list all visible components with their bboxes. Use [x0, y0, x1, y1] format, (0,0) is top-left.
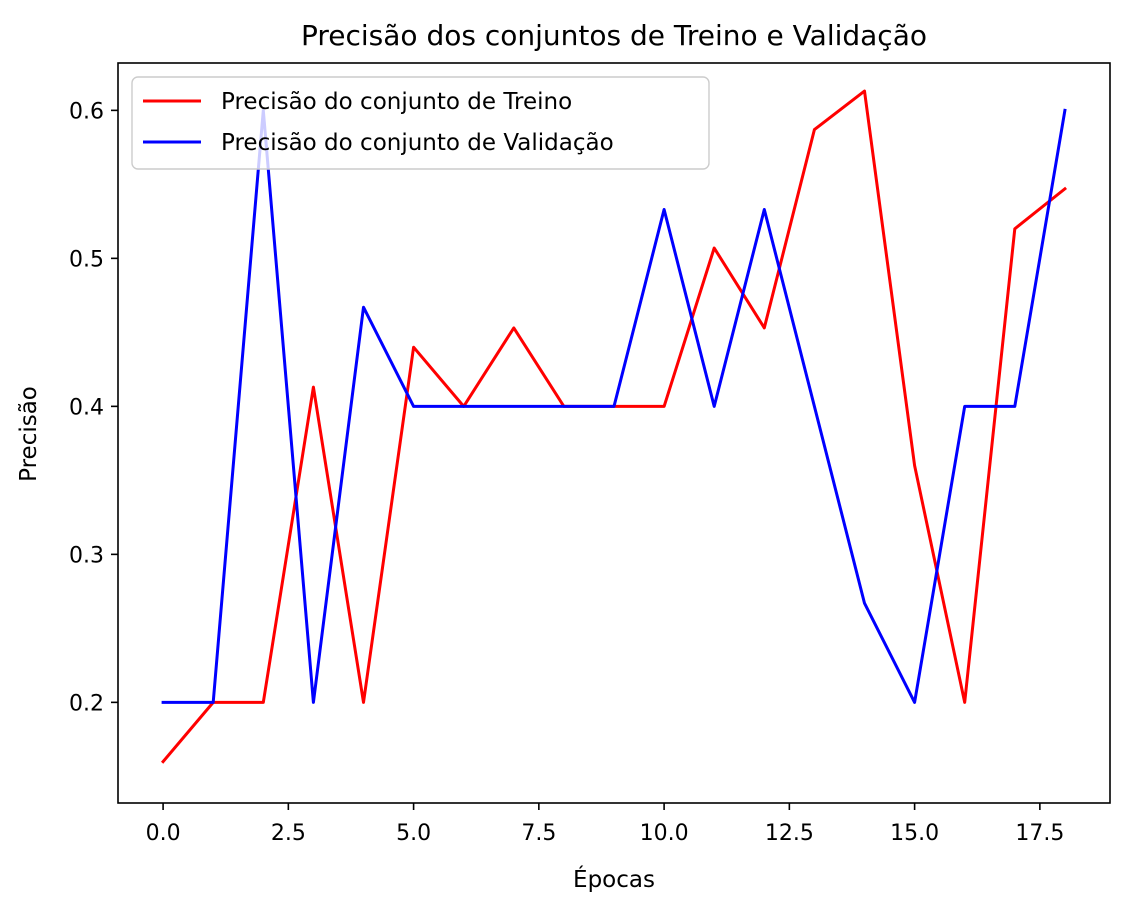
series-line-validacao	[161, 108, 1067, 704]
y-axis-label: Precisão	[16, 386, 42, 482]
x-tick-label: 17.5	[1015, 821, 1064, 846]
legend: Precisão do conjunto de Treino Precisão …	[131, 76, 710, 170]
y-tick-label: 0.5	[69, 247, 104, 272]
y-tick-label: 0.2	[69, 691, 104, 716]
x-tick-label: 12.5	[765, 821, 814, 846]
x-tick-label: 0.0	[146, 821, 181, 846]
legend-label-validacao: Precisão do conjunto de Validação	[221, 130, 614, 156]
legend-label-treino: Precisão do conjunto de Treino	[221, 89, 572, 115]
plot-lines	[160, 89, 1068, 764]
y-tick-label: 0.4	[69, 395, 104, 420]
y-axis: 0.2 0.3 0.4 0.5 0.6	[69, 99, 118, 716]
x-tick-label: 2.5	[271, 821, 306, 846]
x-tick-label: 10.0	[640, 821, 689, 846]
x-tick-label: 5.0	[396, 821, 431, 846]
x-axis: 0.0 2.5 5.0 7.5 10.0 12.5 15.0 17.5	[146, 803, 1064, 846]
legend-box	[131, 76, 710, 170]
y-tick-label: 0.6	[69, 99, 104, 124]
x-tick-label: 7.5	[521, 821, 556, 846]
y-tick-label: 0.3	[69, 543, 104, 568]
x-tick-label: 15.0	[890, 821, 939, 846]
plot-frame	[117, 62, 1111, 804]
chart-title: Precisão dos conjuntos de Treino e Valid…	[301, 19, 927, 52]
x-axis-label: Épocas	[573, 865, 655, 893]
